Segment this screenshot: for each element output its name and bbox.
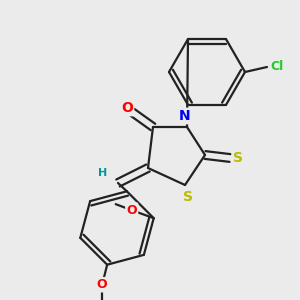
Text: Cl: Cl <box>270 61 284 74</box>
Text: O: O <box>126 204 137 217</box>
Text: N: N <box>179 109 191 123</box>
Text: O: O <box>97 278 107 291</box>
Text: S: S <box>183 190 193 204</box>
Text: H: H <box>98 168 108 178</box>
Text: O: O <box>121 101 133 115</box>
Text: S: S <box>233 151 243 165</box>
